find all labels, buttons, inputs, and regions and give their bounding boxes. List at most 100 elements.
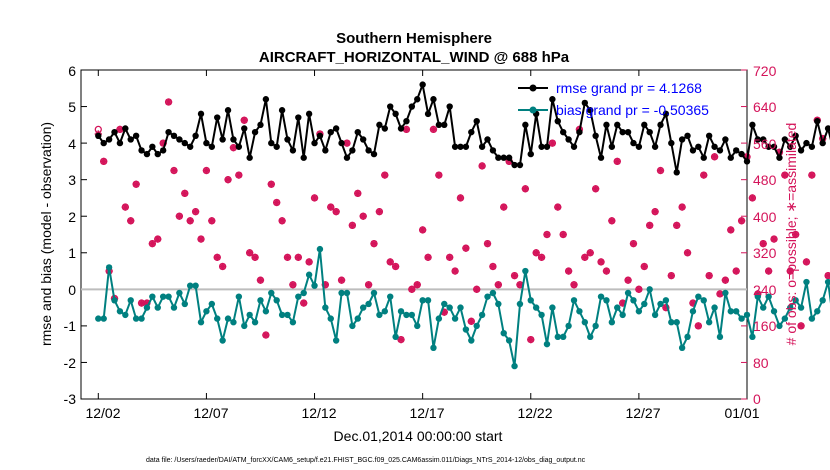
rmse-marker <box>527 150 534 158</box>
obs-assimilated-marker <box>327 203 335 211</box>
obs-assimilated-marker <box>721 276 729 284</box>
rmse-marker <box>419 81 426 88</box>
rmse-marker <box>165 128 172 136</box>
rmse-marker <box>408 103 416 110</box>
obs-assimilated-marker <box>673 221 681 229</box>
bias-marker <box>289 319 297 326</box>
x-tick-label: 12/07 <box>193 405 228 421</box>
bias-marker <box>489 289 497 297</box>
bias-marker <box>414 322 421 330</box>
rmse-marker <box>392 110 399 118</box>
obs-assimilated-marker <box>337 276 346 284</box>
rmse-marker <box>705 132 713 139</box>
rmse-marker <box>597 154 605 161</box>
obs-assimilated-marker <box>494 281 502 289</box>
rmse-marker <box>630 139 637 147</box>
bias-marker <box>408 311 416 319</box>
bias-marker <box>700 297 707 304</box>
y-tick-label-left: -1 <box>64 318 77 334</box>
obs-assimilated-marker <box>175 212 183 220</box>
legend: rmse grand pr = 4.1268 bias grand pr = -… <box>518 80 709 118</box>
bias-marker <box>122 311 129 319</box>
rmse-marker <box>381 125 389 132</box>
bias-marker <box>354 315 361 322</box>
bias-marker <box>208 300 216 308</box>
bias-marker <box>176 289 183 297</box>
rmse-marker <box>797 147 805 154</box>
obs-assimilated-marker <box>300 299 308 307</box>
obs-assimilated-marker <box>310 194 319 202</box>
bias-marker <box>332 337 340 344</box>
bias-marker <box>614 304 621 311</box>
rmse-marker <box>154 150 161 158</box>
obs-assimilated-marker <box>608 217 616 225</box>
obs-assimilated-marker <box>121 203 129 211</box>
bias-marker <box>500 330 507 337</box>
obs-assimilated-marker <box>602 267 611 275</box>
obs-assimilated-marker <box>359 212 367 220</box>
bias-marker <box>241 322 248 330</box>
legend-bias-label: bias grand pr = -0.50365 <box>556 102 709 118</box>
y-axis-label-right: # of obs: o=possible; ∗=assimilated <box>783 123 799 346</box>
rmse-marker <box>397 125 405 132</box>
rmse-marker <box>262 96 270 103</box>
rmse-marker <box>181 139 188 147</box>
obs-assimilated-marker <box>797 322 805 330</box>
bias-marker <box>770 308 778 315</box>
obs-assimilated-marker <box>170 166 178 175</box>
rmse-marker <box>635 143 643 150</box>
rmse-marker <box>316 132 324 139</box>
bias-marker <box>441 300 448 308</box>
obs-assimilated-marker <box>192 208 200 216</box>
obs-assimilated-marker <box>635 285 643 293</box>
rmse-marker <box>743 158 751 165</box>
rmse-marker <box>500 154 507 161</box>
bias-marker <box>711 304 718 311</box>
bias-marker <box>127 297 134 304</box>
rmse-marker <box>770 143 778 150</box>
bias-marker <box>754 293 762 300</box>
obs-assimilated-marker <box>646 221 654 229</box>
rmse-marker <box>186 143 194 150</box>
bias-marker <box>376 311 383 319</box>
obs-assimilated-marker <box>446 253 454 261</box>
bias-marker <box>230 319 237 326</box>
bias-marker <box>322 304 329 311</box>
bias-marker <box>581 319 589 326</box>
obs-assimilated-marker <box>332 208 340 216</box>
chart-subtitle: AIRCRAFT_HORIZONTAL_WIND @ 688 hPa <box>259 49 570 66</box>
obs-assimilated-marker <box>510 272 519 280</box>
bias-marker <box>727 308 734 315</box>
rmse-marker <box>300 154 307 161</box>
obs-assimilated-marker <box>262 331 270 339</box>
rmse-marker <box>295 114 302 121</box>
obs-assimilated-marker <box>294 253 302 261</box>
obs-assimilated-marker <box>640 262 648 271</box>
rmse-marker <box>359 136 367 143</box>
rmse-marker <box>446 103 453 110</box>
obs-assimilated-marker <box>548 139 556 147</box>
obs-assimilated-marker <box>213 253 221 261</box>
obs-assimilated-marker <box>792 230 800 239</box>
bias-marker <box>343 289 351 297</box>
obs-assimilated-marker <box>462 244 470 252</box>
obs-assimilated-marker <box>473 285 481 293</box>
bias-marker <box>792 297 799 304</box>
bias-marker <box>403 311 410 319</box>
bias-marker <box>446 304 453 311</box>
obs-assimilated-marker <box>375 208 384 216</box>
obs-assimilated-marker <box>289 281 297 289</box>
obs-assimilated-marker <box>348 221 356 229</box>
bias-marker <box>776 322 783 330</box>
rmse-marker <box>716 147 724 154</box>
obs-assimilated-marker <box>116 125 124 134</box>
rmse-marker <box>116 139 124 147</box>
rmse-marker <box>138 147 145 154</box>
rmse-marker <box>403 117 410 125</box>
obs-assimilated-marker <box>710 153 719 161</box>
x-tick-label: 12/17 <box>409 405 444 421</box>
rmse-marker <box>603 121 610 129</box>
rmse-marker <box>387 103 394 110</box>
obs-assimilated-marker <box>429 125 438 134</box>
